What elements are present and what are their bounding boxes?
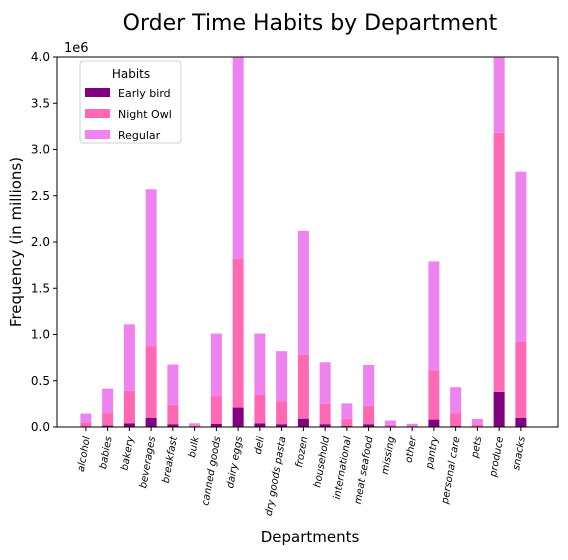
bar-night-owl-dairy-eggs [233, 259, 244, 408]
x-tick-label: babies [98, 436, 115, 470]
bar-regular-personal-care [450, 387, 461, 413]
x-tick-label: deli [253, 435, 267, 455]
x-tick-label: beverages [138, 436, 158, 490]
bar-night-owl-pets [472, 424, 483, 426]
bar-night-owl-bakery [124, 391, 135, 423]
x-tick-label: bakery [120, 435, 137, 472]
y-tick-label: 0.5 [31, 374, 50, 388]
chart-title: Order Time Habits by Department [123, 11, 498, 36]
bar-regular-babies [102, 389, 113, 414]
legend-swatch [85, 130, 110, 139]
y-axis-label: Frequency (in millions) [7, 157, 25, 327]
x-tick-label: canned goods [200, 436, 223, 507]
bar-regular-bulk [189, 423, 200, 425]
y-tick-label: 3.0 [31, 143, 50, 157]
bar-night-owl-dry-goods-pasta [276, 401, 287, 424]
bar-early-bird-produce [494, 392, 505, 427]
x-tick-label: produce [488, 436, 506, 479]
legend: Habits Early bird Night Owl Regular [80, 61, 181, 143]
bar-early-bird-snacks [515, 418, 526, 427]
legend-label: Regular [118, 129, 161, 142]
x-tick-label: personal care [440, 436, 463, 506]
bar-night-owl-personal-care [450, 413, 461, 426]
bar-early-bird-deli [254, 423, 265, 427]
bar-regular-canned-goods [211, 334, 222, 397]
bar-regular-breakfast [167, 365, 178, 405]
bar-regular-beverages [146, 189, 157, 346]
bar-regular-household [320, 362, 331, 404]
y-tick-label: 2.0 [31, 235, 50, 249]
x-tick-label: pantry [424, 435, 441, 471]
bar-regular-frozen [298, 231, 309, 355]
bar-regular-dry-goods-pasta [276, 351, 287, 401]
x-tick-label: bulk [187, 434, 202, 458]
bar-regular-pantry [428, 261, 439, 370]
legend-label: Early bird [118, 87, 171, 100]
x-axis-label: Departments [261, 528, 360, 546]
x-tick-label: dry goods pasta [264, 436, 289, 517]
legend-swatch [85, 109, 110, 118]
x-tick-label: snacks [511, 436, 528, 472]
x-tick-label: other [404, 435, 420, 464]
bar-night-owl-household [320, 404, 331, 424]
x-tick-label: alcohol [76, 435, 93, 472]
y-axis-offset-label: 1e6 [64, 41, 89, 56]
bar-regular-dairy-eggs [233, 55, 244, 259]
bar-night-owl-pantry [428, 371, 439, 420]
bar-early-bird-bakery [124, 423, 135, 427]
bar-regular-produce [494, 57, 505, 133]
bar-night-owl-frozen [298, 355, 309, 419]
x-tick-label: frozen [294, 436, 310, 469]
x-tick-label: dairy eggs [225, 436, 245, 490]
y-tick-label: 3.5 [31, 96, 50, 110]
y-tick-label: 1.5 [31, 281, 50, 295]
legend-title: Habits [112, 67, 150, 81]
x-tick-label: missing [380, 436, 398, 476]
bar-night-owl-canned-goods [211, 396, 222, 423]
bar-regular-international [341, 403, 352, 418]
y-tick-label: 0.0 [31, 420, 50, 434]
bar-early-bird-pantry [428, 420, 439, 427]
bar-regular-meat-seafood [363, 365, 374, 406]
bar-regular-snacks [515, 172, 526, 342]
y-axis: 0.0 0.5 1.0 1.5 2.0 2.5 3.0 3.5 4.0 [31, 50, 57, 434]
x-tick-label: household [312, 435, 332, 489]
bar-night-owl-beverages [146, 347, 157, 418]
legend-swatch [85, 88, 110, 97]
y-tick-label: 2.5 [31, 189, 50, 203]
bar-regular-other [407, 424, 418, 426]
bar-regular-missing [385, 421, 396, 425]
bar-night-owl-international [341, 419, 352, 426]
bar-night-owl-deli [254, 395, 265, 424]
x-tick-label: meat seafood [353, 435, 376, 505]
bar-night-owl-snacks [515, 342, 526, 418]
bar-regular-bakery [124, 324, 135, 391]
bar-night-owl-produce [494, 133, 505, 392]
bar-night-owl-missing [385, 425, 396, 427]
bar-regular-pets [472, 419, 483, 424]
bar-early-bird-dairy-eggs [233, 408, 244, 427]
y-tick-label: 4.0 [31, 50, 50, 64]
x-tick-label: pets [470, 436, 485, 460]
bar-regular-alcohol [80, 414, 91, 423]
legend-label: Night Owl [118, 108, 172, 121]
y-tick-label: 1.0 [31, 328, 50, 342]
x-tick-label: international [332, 435, 354, 500]
bar-early-bird-beverages [146, 418, 157, 427]
bar-night-owl-alcohol [80, 422, 91, 426]
bar-night-owl-babies [102, 413, 113, 425]
bar-early-bird-frozen [298, 419, 309, 427]
bar-regular-deli [254, 334, 265, 395]
x-tick-label: breakfast [161, 435, 180, 485]
bar-night-owl-meat-seafood [363, 406, 374, 425]
bar-night-owl-breakfast [167, 405, 178, 424]
